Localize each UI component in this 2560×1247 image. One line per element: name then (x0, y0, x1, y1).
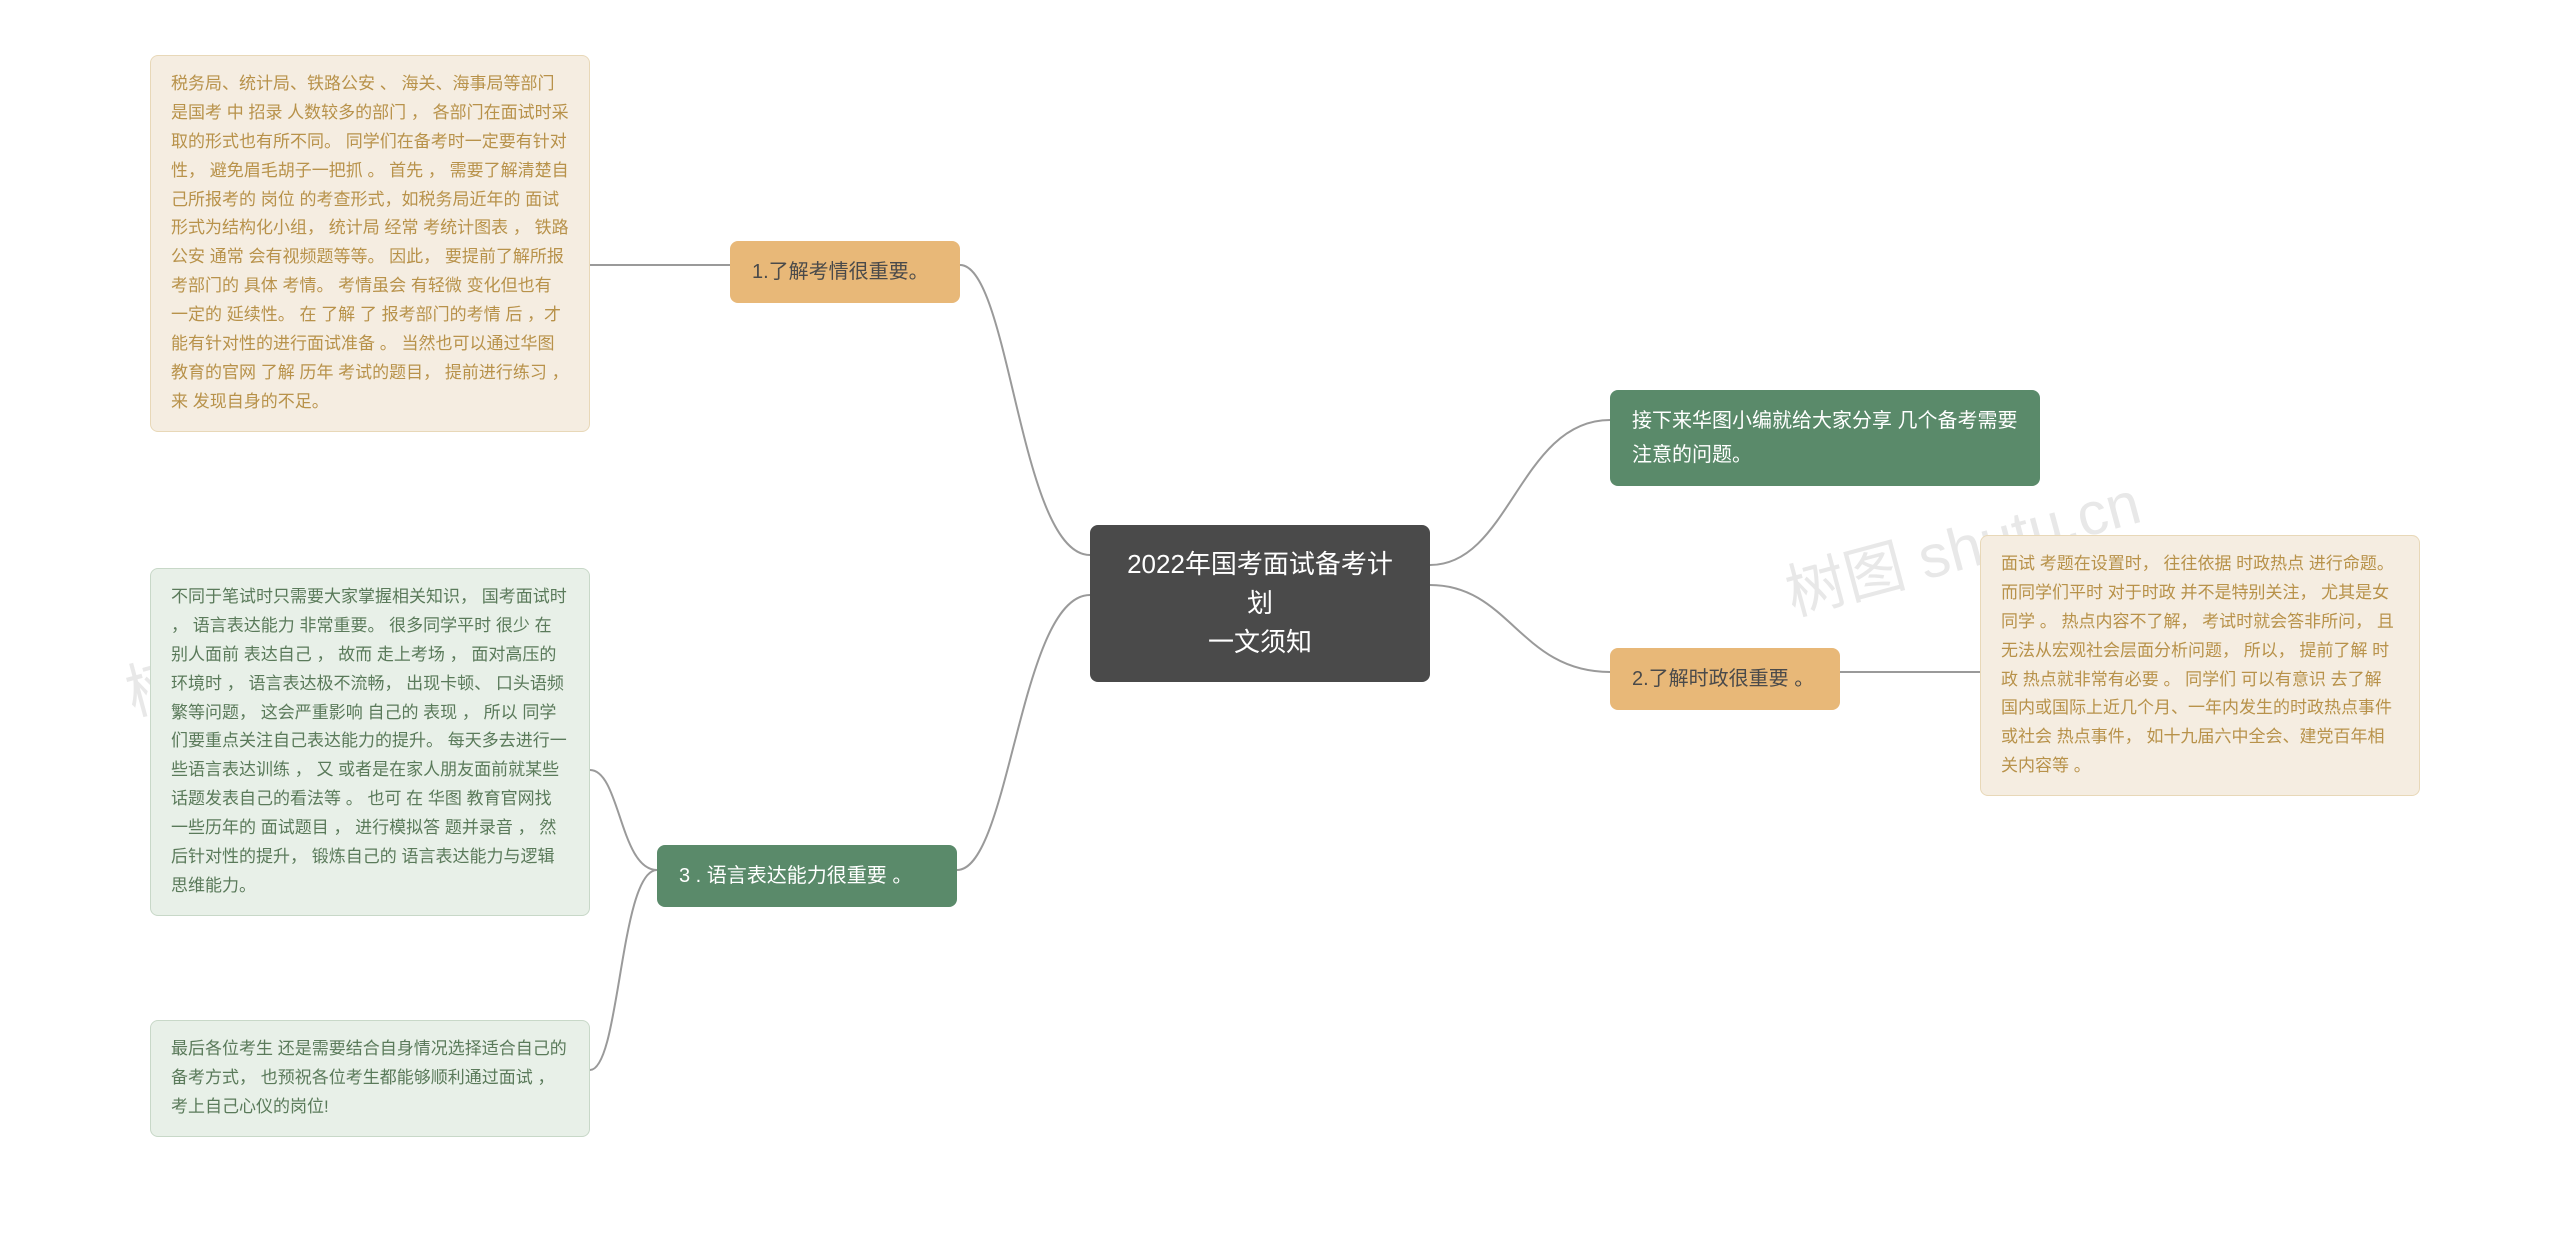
root-title-line2: 一文须知 (1208, 627, 1312, 657)
branch-1-text: 1.了解考情很重要。 (752, 261, 929, 283)
leaf-2: 面试 考题在设置时， 往往依据 时政热点 进行命题。 而同学们平时 对于时政 并… (1980, 535, 2420, 796)
branch-3-text: 3 . 语言表达能力很重要 。 (679, 865, 912, 887)
branch-intro: 接下来华图小编就给大家分享 几个备考需要注意的问题。 (1610, 390, 2040, 486)
leaf-3a-text: 不同于笔试时只需要大家掌握相关知识， 国考面试时 ， 语言表达能力 非常重要。 … (171, 587, 567, 895)
leaf-3b-text: 最后各位考生 还是需要结合自身情况选择适合自己的备考方式， 也预祝各位考生都能够… (171, 1039, 567, 1116)
branch-2-text: 2.了解时政很重要 。 (1632, 668, 1814, 690)
leaf-3b: 最后各位考生 还是需要结合自身情况选择适合自己的备考方式， 也预祝各位考生都能够… (150, 1020, 590, 1137)
branch-3: 3 . 语言表达能力很重要 。 (657, 845, 957, 907)
root-title-line1: 2022年国考面试备考计划 (1127, 549, 1393, 618)
leaf-2-text: 面试 考题在设置时， 往往依据 时政热点 进行命题。 而同学们平时 对于时政 并… (2001, 554, 2394, 775)
leaf-1-text: 税务局、统计局、铁路公安 、 海关、海事局等部门是国考 中 招录 人数较多的部门… (171, 74, 569, 411)
branch-intro-text: 接下来华图小编就给大家分享 几个备考需要注意的问题。 (1632, 410, 2018, 466)
leaf-1: 税务局、统计局、铁路公安 、 海关、海事局等部门是国考 中 招录 人数较多的部门… (150, 55, 590, 432)
leaf-3a: 不同于笔试时只需要大家掌握相关知识， 国考面试时 ， 语言表达能力 非常重要。 … (150, 568, 590, 916)
root-node: 2022年国考面试备考计划 一文须知 (1090, 525, 1430, 682)
branch-1: 1.了解考情很重要。 (730, 241, 960, 303)
branch-2: 2.了解时政很重要 。 (1610, 648, 1840, 710)
